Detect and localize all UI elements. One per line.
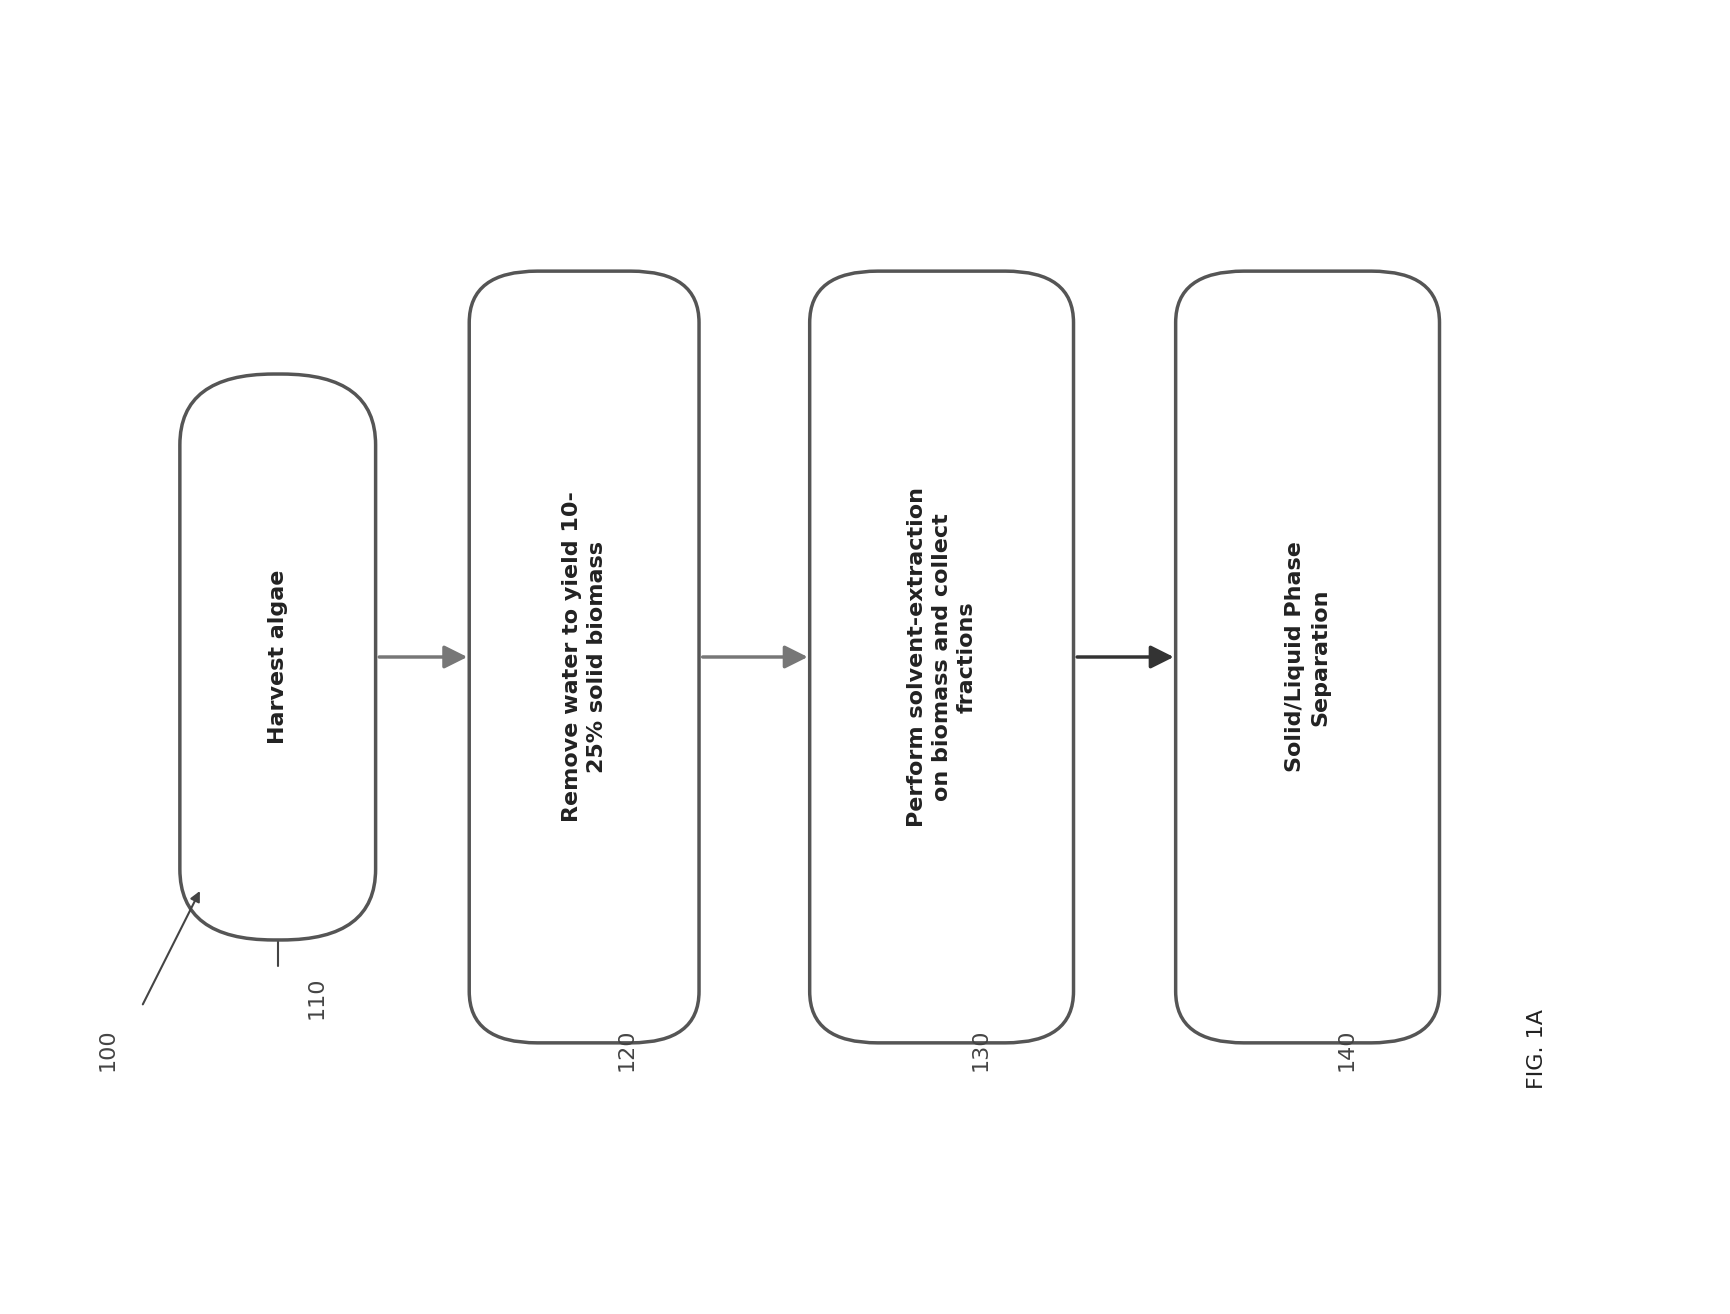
Text: Perform solvent-extraction
on biomass and collect
fractions: Perform solvent-extraction on biomass an…: [907, 487, 976, 827]
Text: 100: 100: [97, 1028, 118, 1071]
FancyBboxPatch shape: [1176, 271, 1439, 1043]
Text: FIG. 1A: FIG. 1A: [1528, 1009, 1547, 1089]
Text: 140: 140: [1337, 1028, 1356, 1071]
Text: Harvest algae: Harvest algae: [268, 570, 287, 744]
Text: 110: 110: [306, 976, 327, 1020]
Text: 130: 130: [971, 1028, 991, 1071]
Text: 120: 120: [616, 1028, 637, 1071]
FancyBboxPatch shape: [180, 374, 375, 940]
Text: Remove water to yield 10-
25% solid biomass: Remove water to yield 10- 25% solid biom…: [562, 491, 607, 823]
Text: Solid/Liquid Phase
Separation: Solid/Liquid Phase Separation: [1285, 541, 1330, 773]
FancyBboxPatch shape: [469, 271, 699, 1043]
FancyBboxPatch shape: [810, 271, 1074, 1043]
